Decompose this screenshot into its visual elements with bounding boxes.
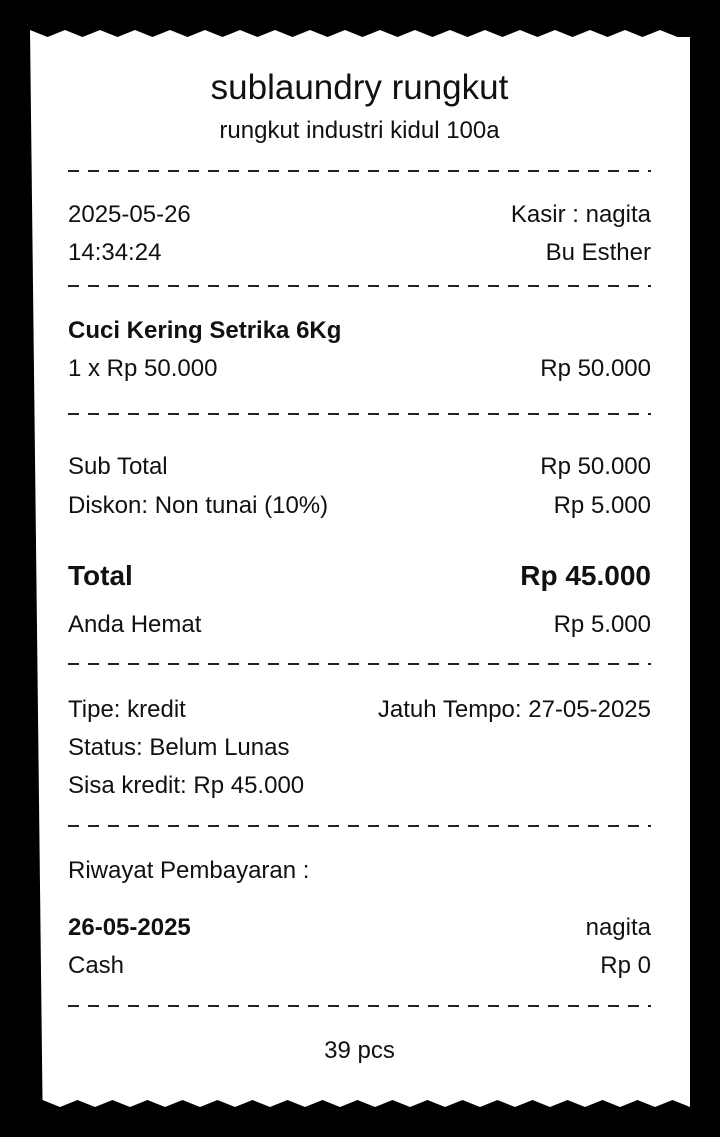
saved-value: Rp 5.000 [553, 611, 651, 638]
divider [68, 413, 651, 415]
divider [68, 285, 651, 287]
payment-type-row: Tipe: kredit Jatuh Tempo: 27-05-2025 [68, 694, 651, 726]
remaining-credit: Sisa kredit: Rp 45.000 [68, 772, 305, 799]
history-method: Cash [68, 952, 125, 979]
cashier: Kasir : nagita [510, 201, 651, 228]
divider [68, 170, 651, 172]
receipt-date: 2025-05-26 [68, 201, 191, 228]
item-qty-price: 1 x Rp 50.000 [68, 355, 218, 382]
saved-label: Anda Hemat [68, 611, 202, 638]
saved-row: Anda Hemat Rp 5.000 [68, 609, 651, 641]
item-amount: Rp 50.000 [540, 355, 651, 382]
item-name: Cuci Kering Setrika 6Kg [68, 317, 342, 344]
subtotal-row: Sub Total Rp 50.000 [68, 451, 651, 483]
subtotal-value: Rp 50.000 [540, 453, 651, 480]
history-entry-header: 26-05-2025 nagita [68, 912, 651, 944]
divider [68, 1005, 651, 1007]
receipt-time: 14:34:24 [68, 239, 162, 266]
due-date: Jatuh Tempo: 27-05-2025 [377, 696, 651, 723]
item-row: 1 x Rp 50.000 Rp 50.000 [68, 353, 651, 385]
time-customer-row: 14:34:24 Bu Esther [68, 237, 651, 269]
divider [68, 663, 651, 665]
payment-type: Tipe: kredit [68, 696, 186, 723]
history-date: 26-05-2025 [68, 914, 191, 941]
payment-status: Status: Belum Lunas [68, 734, 290, 761]
divider [68, 825, 651, 827]
discount-row: Diskon: Non tunai (10%) Rp 5.000 [68, 490, 651, 522]
date-cashier-row: 2025-05-26 Kasir : nagita [68, 199, 651, 231]
total-row: Total Rp 45.000 [68, 558, 651, 594]
store-address: rungkut industri kidul 100a [219, 117, 500, 144]
total-label: Total [68, 560, 133, 591]
history-amount: Rp 0 [600, 952, 651, 979]
history-user: nagita [585, 914, 651, 941]
customer-name: Bu Esther [545, 239, 651, 266]
receipt-paper [30, 30, 690, 1107]
discount-label: Diskon: Non tunai (10%) [68, 492, 329, 519]
history-title: Riwayat Pembayaran : [68, 857, 310, 884]
discount-value: Rp 5.000 [553, 492, 651, 519]
history-entry-detail: Cash Rp 0 [68, 950, 651, 982]
total-value: Rp 45.000 [520, 560, 651, 591]
store-name: sublaundry rungkut [210, 68, 509, 107]
piece-count: 39 pcs [324, 1037, 395, 1064]
subtotal-label: Sub Total [68, 453, 168, 480]
